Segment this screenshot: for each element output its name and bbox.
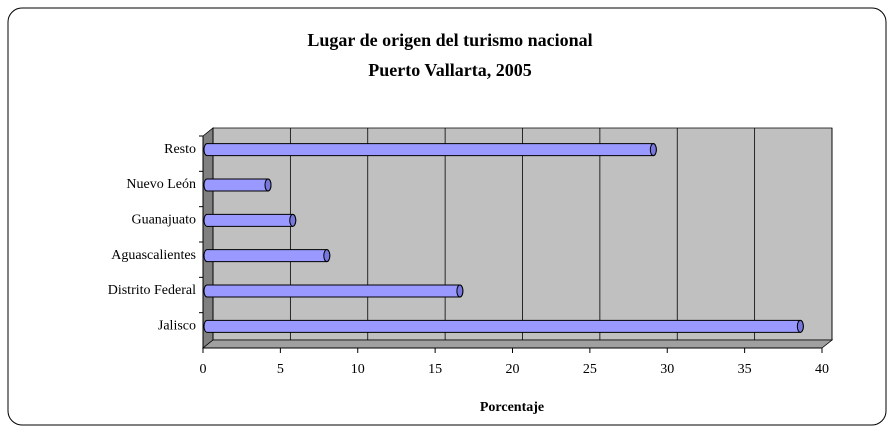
- x-tick-label: 20: [506, 362, 520, 377]
- bar-body: [203, 143, 657, 157]
- x-tick-label: 15: [428, 362, 442, 377]
- bar-body: [203, 319, 804, 333]
- x-tick-label: 5: [277, 362, 284, 377]
- floor: [201, 339, 834, 349]
- x-tick-label: 0: [200, 362, 207, 377]
- y-tick-label: Jalisco: [158, 319, 196, 334]
- y-tick-label: Distrito Federal: [108, 283, 196, 298]
- y-tick-label: Nuevo León: [126, 177, 196, 192]
- x-axis-title: Porcentaje: [480, 400, 544, 415]
- y-tick-label: Guanajuato: [131, 213, 196, 228]
- chart-subtitle: Puerto Vallarta, 2005: [368, 60, 532, 80]
- bar-cap: [289, 213, 297, 227]
- bar-cap: [649, 143, 657, 157]
- bar: [203, 319, 804, 333]
- bar-body: [203, 178, 272, 192]
- bar-body: [203, 249, 331, 263]
- bar: [203, 178, 272, 192]
- y-tick-label: Aguascalientes: [111, 248, 196, 263]
- y-tick-label: Resto: [164, 142, 196, 157]
- x-tick-label: 25: [583, 362, 597, 377]
- x-tick-label: 40: [815, 362, 829, 377]
- bar-cap: [323, 249, 331, 263]
- bar: [203, 249, 331, 263]
- side-wall: [202, 127, 214, 349]
- bar-body: [203, 213, 297, 227]
- x-tick-label: 35: [738, 362, 752, 377]
- bar: [203, 284, 464, 298]
- bar-cap: [264, 178, 272, 192]
- bar-body: [203, 284, 464, 298]
- x-tick-label: 30: [660, 362, 674, 377]
- chart-title: Lugar de origen del turismo nacional: [307, 30, 592, 50]
- bar-cap: [796, 319, 804, 333]
- bar-cap: [456, 284, 464, 298]
- bar: [203, 213, 297, 227]
- bar: [203, 143, 657, 157]
- x-tick-label: 10: [351, 362, 365, 377]
